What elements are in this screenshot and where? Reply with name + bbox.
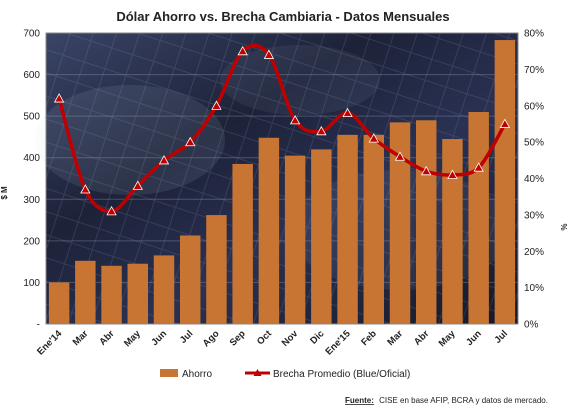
source-note: Fuente: CISE en base AFIP, BCRA y datos … — [345, 396, 548, 405]
y-right-tick-label: 80% — [524, 29, 544, 40]
bar-ahorro — [494, 40, 516, 325]
bar-ahorro — [101, 265, 122, 324]
line-brecha-marker — [211, 100, 222, 110]
line-brecha-marker — [473, 162, 484, 172]
x-tick-label: Feb — [359, 328, 379, 348]
x-tick-label: Ago — [201, 328, 222, 349]
x-tick-label: Jul — [493, 328, 510, 345]
y-axis-right: 0% 10% 20% 30% 40% 50% 60% 70% 80% — [524, 29, 544, 331]
x-tick-label: Sep — [228, 328, 248, 348]
source-text: CISE en base AFIP, BCRA y datos de merca… — [379, 396, 548, 405]
y-right-axis-label: % — [559, 223, 567, 230]
bar-ahorro — [258, 137, 280, 324]
x-tick-label: Ene'14 — [35, 328, 65, 358]
y-left-tick-label: 400 — [23, 153, 40, 164]
x-tick-label: Oct — [255, 328, 275, 348]
bar-ahorro — [389, 122, 411, 324]
x-tick-label: Dic — [308, 328, 326, 346]
line-brecha-marker — [394, 151, 406, 161]
plot-border — [45, 32, 519, 325]
y-right-tick-label: 30% — [524, 210, 544, 221]
chart-title: Dólar Ahorro vs. Brecha Cambiaria - Dato… — [116, 9, 449, 24]
bar-ahorro — [75, 260, 96, 324]
bar-ahorro — [127, 263, 149, 324]
y-right-tick-label: 0% — [524, 320, 539, 331]
x-tick-label: May — [437, 328, 458, 349]
x-tick-label: Jun — [464, 328, 484, 348]
x-tick-label: Jun — [149, 328, 169, 348]
line-brecha-marker — [185, 136, 196, 147]
bar-ahorro — [311, 149, 332, 324]
x-tick-label: Mar — [71, 328, 91, 348]
x-axis: Ene'14 Mar Abr May Jun Jul Ago Sep Oct Nov DicEne'… — [35, 328, 510, 358]
bar-series-ahorro — [48, 40, 516, 325]
bar-ahorro — [363, 134, 385, 324]
y-left-axis-label: $ M — [0, 186, 9, 200]
y-left-tick-label: - — [37, 320, 40, 331]
bar-ahorro — [442, 139, 463, 324]
line-brecha-marker — [158, 154, 170, 165]
line-brecha-marker — [237, 45, 248, 56]
bar-ahorro — [48, 282, 70, 324]
bar-ahorro — [337, 134, 358, 324]
line-brecha-marker — [106, 205, 117, 216]
legend-label-ahorro: Ahorro — [182, 369, 212, 380]
y-right-tick-label: 50% — [524, 138, 544, 149]
line-brecha-marker — [421, 165, 432, 176]
x-tick-label: Abr — [412, 328, 432, 348]
y-right-tick-label: 10% — [524, 283, 544, 294]
legend: Ahorro Brecha Promedio (Blue/Oficial) — [160, 369, 410, 380]
plot-background — [35, 33, 518, 324]
y-axis-left: - 100 200 300 400 500 600 700 — [23, 29, 40, 331]
legend-label-brecha: Brecha Promedio (Blue/Oficial) — [273, 369, 410, 380]
x-tick-label: Ene'15 — [324, 328, 354, 358]
bar-ahorro — [415, 120, 437, 324]
bar-ahorro — [206, 215, 227, 324]
bar-ahorro — [153, 255, 175, 324]
line-brecha-marker — [263, 49, 275, 59]
y-left-tick-label: 300 — [23, 195, 40, 206]
y-right-tick-label: 40% — [524, 174, 544, 185]
y-right-tick-label: 60% — [524, 101, 544, 112]
svg-text:Fuente: CISE en base A: Fuente: CISE en base AFIP, BCRA y datos … — [345, 396, 548, 405]
x-tick-label: Abr — [97, 328, 117, 348]
y-left-tick-label: 600 — [23, 70, 40, 81]
line-brecha-marker — [342, 107, 353, 118]
bar-ahorro — [468, 111, 489, 324]
line-brecha-marker — [447, 169, 458, 179]
y-left-tick-label: 500 — [23, 112, 40, 123]
bar-ahorro — [179, 235, 201, 324]
x-tick-label: Nov — [280, 328, 301, 349]
line-brecha-marker — [53, 93, 65, 103]
line-brecha-marker — [368, 133, 379, 143]
x-tick-label: May — [122, 328, 143, 349]
legend-swatch-ahorro — [160, 369, 178, 377]
line-brecha-marker — [499, 118, 511, 128]
bar-ahorro — [284, 155, 306, 324]
x-tick-label: Jul — [178, 328, 195, 345]
bar-ahorro — [232, 163, 253, 324]
line-brecha-marker — [316, 125, 327, 136]
source-label: Fuente: — [345, 396, 374, 405]
y-right-tick-label: 20% — [524, 247, 544, 258]
x-tick-label: Mar — [385, 328, 405, 348]
y-left-tick-label: 200 — [23, 236, 40, 247]
line-brecha-marker — [80, 184, 91, 194]
line-brecha-marker — [289, 114, 301, 125]
y-right-tick-label: 70% — [524, 65, 544, 76]
y-left-tick-label: 700 — [23, 29, 40, 40]
legend-swatch-brecha-marker — [253, 369, 262, 376]
line-brecha-marker — [132, 180, 143, 190]
line-series-brecha — [53, 43, 511, 216]
y-left-tick-label: 100 — [23, 278, 40, 289]
